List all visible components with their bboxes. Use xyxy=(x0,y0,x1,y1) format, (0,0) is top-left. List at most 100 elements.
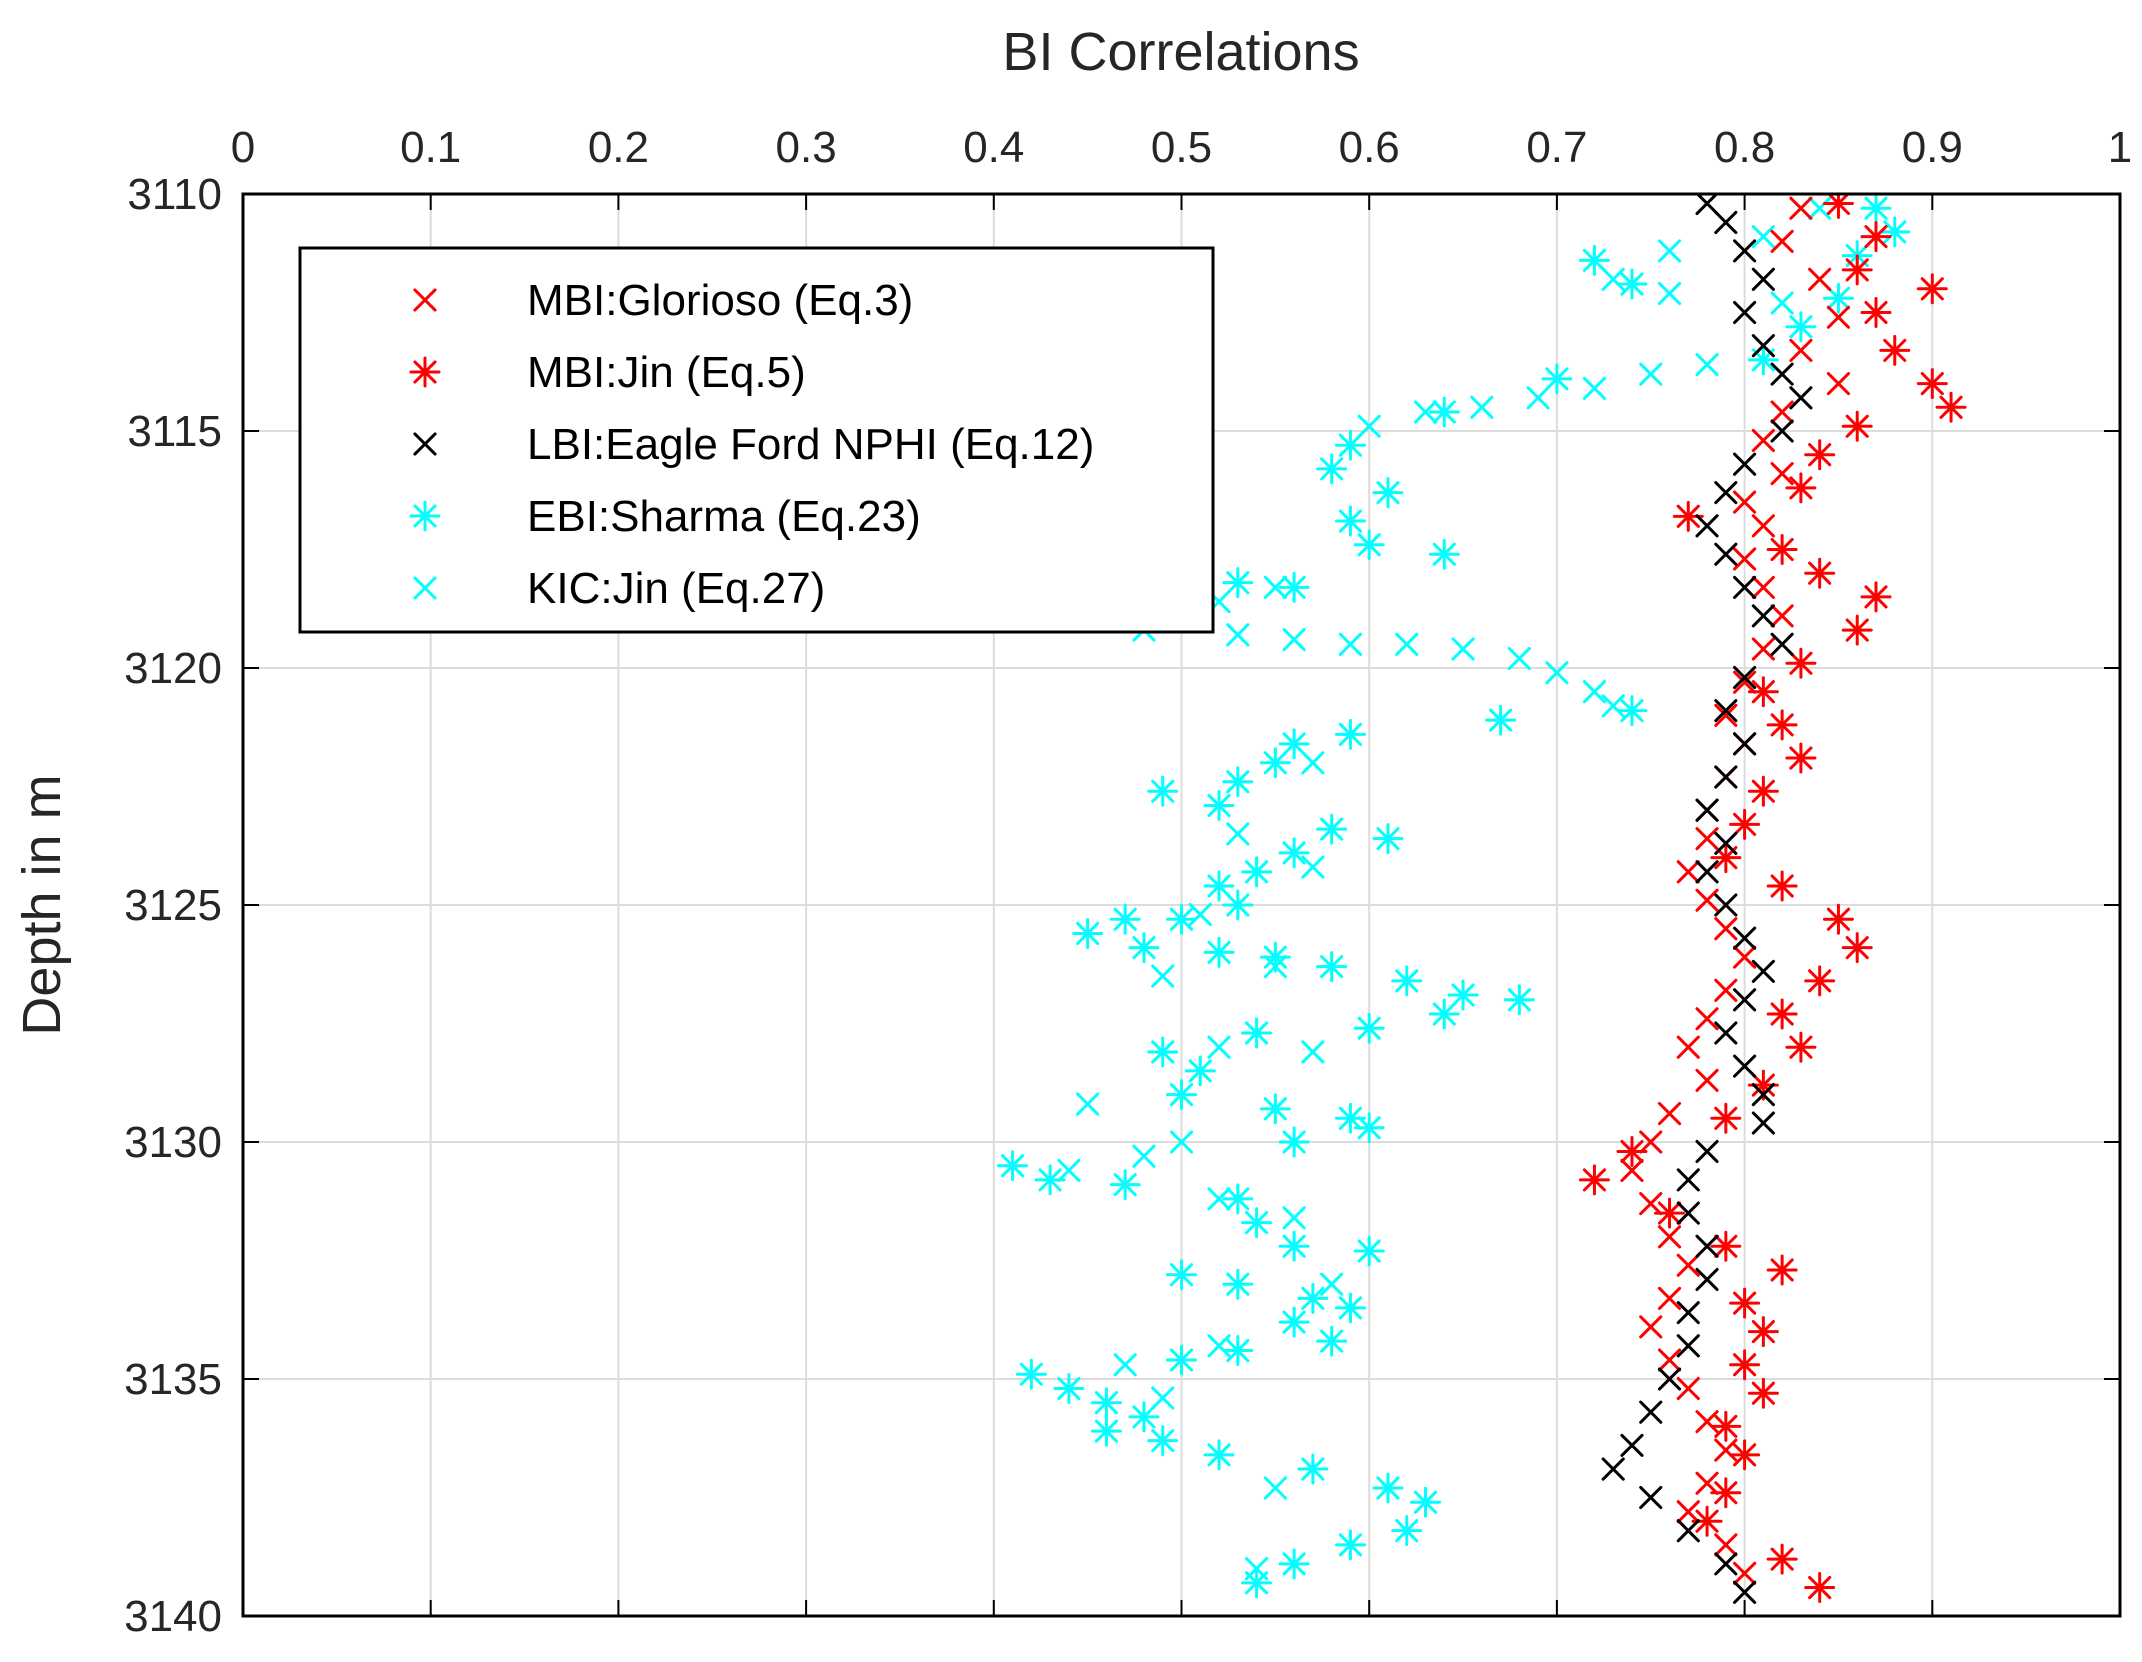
data-point xyxy=(1785,742,1817,774)
data-point xyxy=(1729,1349,1761,1381)
data-point xyxy=(1714,978,1738,1002)
y-tick-label: 3135 xyxy=(124,1355,222,1404)
data-point xyxy=(1166,1344,1197,1376)
data-point xyxy=(1695,1410,1719,1434)
data-point xyxy=(1147,1036,1179,1068)
data-point xyxy=(1879,216,1911,248)
data-point xyxy=(1657,239,1682,263)
data-point xyxy=(1657,1101,1682,1126)
data-point xyxy=(1822,282,1854,314)
data-point xyxy=(1278,1306,1310,1338)
data-point xyxy=(1785,472,1817,504)
data-point xyxy=(1241,1567,1273,1599)
data-point xyxy=(1733,300,1757,325)
data-point xyxy=(1053,1372,1085,1404)
data-point xyxy=(1526,386,1550,410)
data-point xyxy=(1751,637,1775,661)
legend-label: KIC:Jin (Eq.27) xyxy=(527,564,825,613)
data-point xyxy=(1804,557,1836,589)
data-point xyxy=(1751,514,1775,538)
data-point xyxy=(1334,718,1366,750)
data-point xyxy=(1676,1301,1700,1325)
data-point xyxy=(1372,823,1404,855)
data-point xyxy=(1226,822,1250,846)
data-point xyxy=(1695,1068,1719,1092)
data-point xyxy=(1616,695,1648,727)
x-tick-label: 0.2 xyxy=(588,123,649,172)
data-point xyxy=(1601,694,1625,718)
data-point xyxy=(1222,1335,1254,1367)
data-point xyxy=(1639,1485,1663,1510)
data-point xyxy=(1676,1035,1700,1059)
data-point xyxy=(1485,704,1517,736)
data-point xyxy=(1770,400,1794,424)
data-point xyxy=(1804,439,1836,471)
data-point xyxy=(1770,462,1794,486)
data-point xyxy=(1413,400,1438,424)
data-point xyxy=(1582,376,1607,400)
data-point xyxy=(1747,676,1779,708)
data-point xyxy=(1222,889,1254,921)
data-point xyxy=(1729,1287,1761,1319)
data-point xyxy=(1203,936,1235,968)
data-point xyxy=(1766,1543,1798,1575)
legend-label: MBI:Jin (Eq.5) xyxy=(527,348,806,397)
data-point xyxy=(1714,1021,1738,1045)
data-point xyxy=(1147,1425,1179,1457)
legend-marker xyxy=(413,576,437,600)
data-point xyxy=(1695,1007,1719,1031)
data-point xyxy=(1601,267,1625,291)
data-point xyxy=(1695,827,1719,851)
data-point xyxy=(1616,1135,1648,1167)
data-point xyxy=(1733,926,1757,950)
data-point xyxy=(1263,1476,1287,1500)
x-tick-labels: 0 0.1 0.2 0.3 0.4 0.5 0.6 0.7 0.8 0.9 1 xyxy=(231,123,2132,172)
data-point xyxy=(1751,1111,1775,1135)
data-point xyxy=(1714,699,1738,723)
data-point xyxy=(1695,1139,1719,1164)
legend-label: MBI:Glorioso (Eq.3) xyxy=(527,276,913,325)
data-point xyxy=(1207,1334,1231,1358)
data-point xyxy=(1072,917,1104,949)
data-point xyxy=(1654,1197,1686,1229)
data-point xyxy=(1601,1457,1625,1481)
data-point xyxy=(1151,964,1175,988)
data-point xyxy=(1729,1439,1761,1471)
data-point xyxy=(1751,334,1775,358)
data-point xyxy=(1109,903,1141,935)
data-point xyxy=(1676,1376,1700,1401)
x-tick-label: 0.3 xyxy=(776,123,837,172)
legend-label: EBI:Sharma (Eq.23) xyxy=(527,492,921,541)
data-point xyxy=(1751,959,1775,983)
data-point xyxy=(1751,1083,1775,1107)
data-point xyxy=(1804,965,1836,997)
data-point xyxy=(1770,291,1794,315)
data-point xyxy=(1203,789,1235,821)
plot-frame xyxy=(241,192,2122,1618)
data-point xyxy=(1057,1158,1081,1183)
data-point xyxy=(1657,281,1682,306)
data-point xyxy=(1132,1144,1156,1168)
legend-label: LBI:Eagle Ford NPHI (Eq.12) xyxy=(527,420,1094,469)
data-point xyxy=(1860,297,1892,328)
data-point xyxy=(1639,1130,1663,1154)
data-point xyxy=(1766,534,1798,565)
data-point xyxy=(1714,893,1738,917)
y-tick-label: 3140 xyxy=(124,1592,222,1641)
data-point xyxy=(1733,732,1757,756)
data-point xyxy=(1447,979,1479,1011)
data-point xyxy=(1879,334,1911,366)
data-point xyxy=(1733,239,1757,263)
data-point xyxy=(1714,917,1738,941)
data-point xyxy=(1860,221,1892,253)
data-point xyxy=(1372,477,1404,509)
data-point xyxy=(1770,362,1794,386)
data-point xyxy=(1245,1557,1269,1581)
data-point xyxy=(1916,273,1948,305)
data-point xyxy=(1822,903,1854,935)
data-point xyxy=(1695,1471,1719,1495)
data-point xyxy=(1188,902,1212,927)
data-point xyxy=(1695,514,1719,538)
legend: MBI:Glorioso (Eq.3) MBI:Jin (Eq.5) LBI:Eag… xyxy=(298,246,1215,634)
data-point xyxy=(1301,855,1325,879)
